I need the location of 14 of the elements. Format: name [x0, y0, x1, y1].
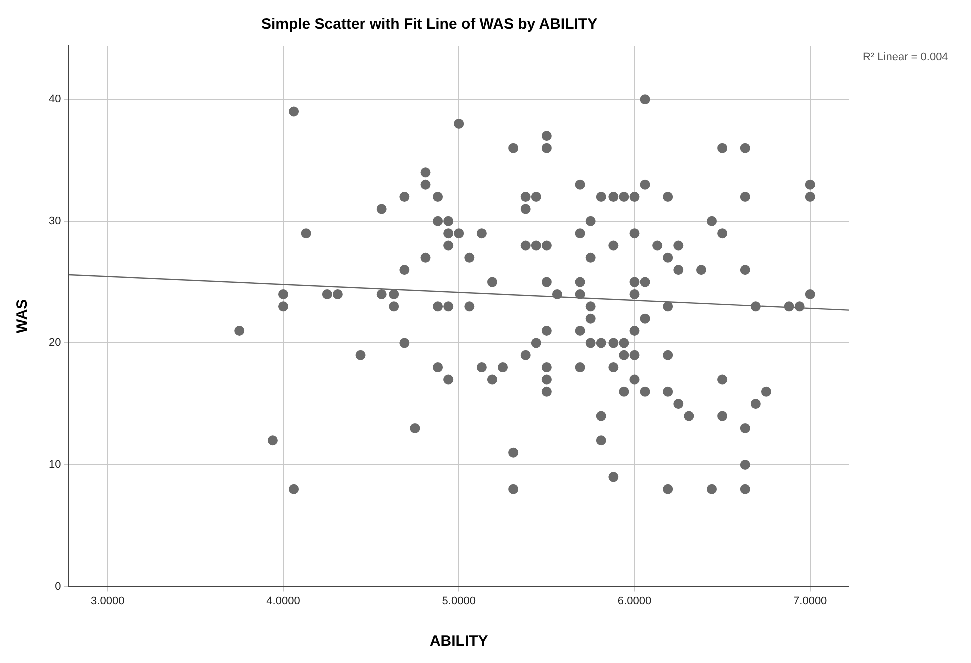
- y-tick-label: 40: [48, 94, 62, 106]
- y-axis-title: WAS: [14, 299, 32, 334]
- x-tick-label: 3.0000: [91, 595, 125, 608]
- x-tick-label: 4.0000: [266, 595, 300, 608]
- text: R² Linear = 0.004: [863, 52, 948, 64]
- x-axis-title: ABILITY: [430, 633, 488, 650]
- x-tick-label: 5.0000: [442, 595, 476, 608]
- y-tick-label: 0: [55, 580, 62, 593]
- x-tick-label: 7.0000: [794, 595, 828, 608]
- y-tick-label: 10: [48, 459, 62, 472]
- y-tick-label: 30: [48, 215, 62, 228]
- y-tick-label: 20: [48, 337, 62, 350]
- x-tick-label: 6.0000: [618, 595, 652, 608]
- chart-title: Simple Scatter with Fit Line of WAS by ABILITY: [261, 16, 598, 34]
